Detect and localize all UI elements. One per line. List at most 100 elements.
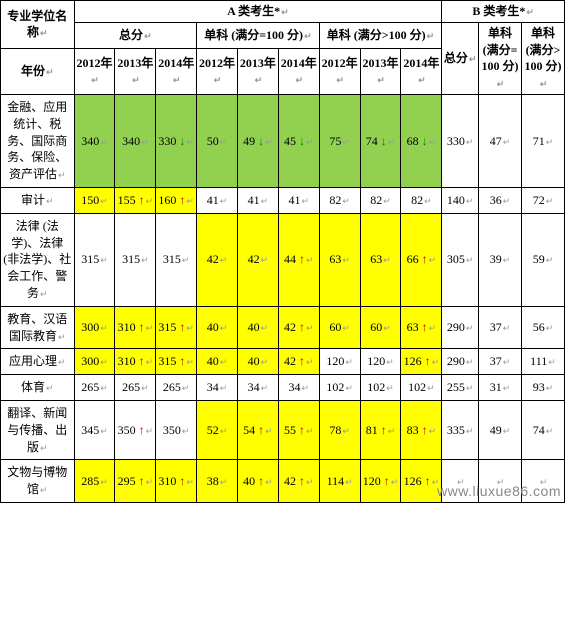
- data-cell: 315: [74, 213, 115, 306]
- group-b-header: B 类考生*: [442, 1, 565, 23]
- arrow-up-icon: ↑: [139, 423, 145, 437]
- data-cell: 350 ↑: [115, 400, 156, 459]
- b-cell: [442, 460, 479, 503]
- data-cell: 68 ↓: [401, 94, 442, 187]
- data-cell: 34: [278, 375, 319, 401]
- arrow-up-icon: ↑: [381, 423, 387, 437]
- arrow-up-icon: ↑: [299, 354, 305, 368]
- row-label: 翻译、新闻与传播、出版: [1, 400, 75, 459]
- data-cell: 40 ↑: [237, 460, 278, 503]
- arrow-up-icon: ↑: [422, 252, 428, 266]
- table-row: 审计150155 ↑160 ↑4141418282821403672: [1, 187, 565, 213]
- b-cell: 290: [442, 349, 479, 375]
- arrow-up-icon: ↑: [258, 423, 264, 437]
- b-cell: 36: [479, 187, 522, 213]
- b-cell: 47: [479, 94, 522, 187]
- data-cell: 54 ↑: [237, 400, 278, 459]
- arrow-up-icon: ↑: [299, 423, 305, 437]
- arrow-down-icon: ↓: [258, 134, 264, 148]
- data-cell: 74 ↓: [360, 94, 401, 187]
- b-cell: 31: [479, 375, 522, 401]
- b-cell: [479, 460, 522, 503]
- b-cell: 111: [521, 349, 564, 375]
- table-row: 应用心理300310 ↑315 ↑404042 ↑120120126 ↑2903…: [1, 349, 565, 375]
- b-cell: 39: [479, 213, 522, 306]
- year-col: 2014年: [156, 48, 197, 94]
- a-total-header: 总分: [74, 22, 197, 48]
- data-cell: 40: [237, 306, 278, 349]
- data-cell: 114: [319, 460, 360, 503]
- data-cell: 265: [156, 375, 197, 401]
- arrow-up-icon: ↑: [422, 423, 428, 437]
- data-cell: 55 ↑: [278, 400, 319, 459]
- data-cell: 82: [360, 187, 401, 213]
- arrow-down-icon: ↓: [381, 134, 387, 148]
- data-cell: 126 ↑: [401, 349, 442, 375]
- arrow-up-icon: ↑: [139, 320, 145, 334]
- arrow-up-icon: ↑: [139, 354, 145, 368]
- data-cell: 40: [197, 306, 238, 349]
- arrow-up-icon: ↑: [425, 474, 431, 488]
- year-col: 2014年: [401, 48, 442, 94]
- data-cell: 340: [115, 94, 156, 187]
- year-label: 年份: [1, 48, 75, 94]
- arrow-up-icon: ↑: [422, 320, 428, 334]
- year-col: 2013年: [360, 48, 401, 94]
- data-cell: 120: [360, 349, 401, 375]
- table-row: 法律 (法学)、法律 (非法学)、社会工作、警务315315315424244 …: [1, 213, 565, 306]
- data-cell: 49 ↓: [237, 94, 278, 187]
- year-col: 2012年: [74, 48, 115, 94]
- data-cell: 60: [319, 306, 360, 349]
- b-cell: 72: [521, 187, 564, 213]
- b-cell: 49: [479, 400, 522, 459]
- b-cell: 74: [521, 400, 564, 459]
- data-cell: 82: [401, 187, 442, 213]
- arrow-up-icon: ↑: [139, 193, 145, 207]
- arrow-up-icon: ↑: [179, 193, 185, 207]
- data-cell: 310 ↑: [156, 460, 197, 503]
- row-label: 文物与博物馆: [1, 460, 75, 503]
- data-cell: 34: [197, 375, 238, 401]
- data-cell: 120: [319, 349, 360, 375]
- table-row: 金融、应用统计、税务、国际商务、保险、资产评估340340330 ↓5049 ↓…: [1, 94, 565, 187]
- data-cell: 63: [360, 213, 401, 306]
- arrow-up-icon: ↑: [179, 320, 185, 334]
- data-cell: 41: [237, 187, 278, 213]
- data-cell: 60: [360, 306, 401, 349]
- year-col: 2012年: [197, 48, 238, 94]
- data-cell: 310 ↑: [115, 349, 156, 375]
- data-cell: 285: [74, 460, 115, 503]
- row-label: 体育: [1, 375, 75, 401]
- b-cell: 290: [442, 306, 479, 349]
- arrow-up-icon: ↑: [299, 252, 305, 266]
- data-cell: 41: [197, 187, 238, 213]
- data-cell: 83 ↑: [401, 400, 442, 459]
- b-cell: 255: [442, 375, 479, 401]
- year-col: 2013年: [115, 48, 156, 94]
- data-cell: 42: [237, 213, 278, 306]
- score-table: 专业学位名称 A 类考生* B 类考生* 总分 单科 (满分=100 分) 单科…: [0, 0, 565, 503]
- year-col: 2013年: [237, 48, 278, 94]
- data-cell: 78: [319, 400, 360, 459]
- data-cell: 265: [115, 375, 156, 401]
- col-major: 专业学位名称: [1, 1, 75, 49]
- data-cell: 315 ↑: [156, 349, 197, 375]
- b-cell: 93: [521, 375, 564, 401]
- table-row: 体育2652652653434341021021022553193: [1, 375, 565, 401]
- data-cell: 315: [115, 213, 156, 306]
- row-label: 法律 (法学)、法律 (非法学)、社会工作、警务: [1, 213, 75, 306]
- arrow-up-icon: ↑: [425, 354, 431, 368]
- data-cell: 81 ↑: [360, 400, 401, 459]
- data-cell: 52: [197, 400, 238, 459]
- data-cell: 40: [197, 349, 238, 375]
- data-cell: 44 ↑: [278, 213, 319, 306]
- b-cell: [521, 460, 564, 503]
- data-cell: 295 ↑: [115, 460, 156, 503]
- data-cell: 126 ↑: [401, 460, 442, 503]
- arrow-up-icon: ↑: [299, 320, 305, 334]
- b-cell: 59: [521, 213, 564, 306]
- data-cell: 300: [74, 349, 115, 375]
- data-cell: 315: [156, 213, 197, 306]
- data-cell: 345: [74, 400, 115, 459]
- table-body: 金融、应用统计、税务、国际商务、保险、资产评估340340330 ↓5049 ↓…: [1, 94, 565, 502]
